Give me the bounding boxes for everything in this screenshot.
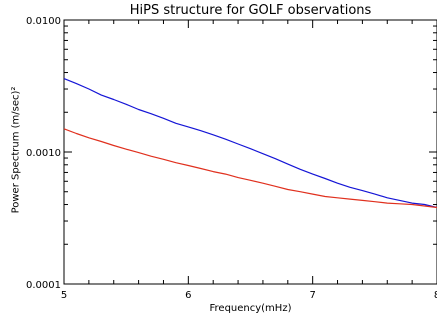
y-tick-label: 0.0001 [26,280,61,291]
x-tick-label: 7 [309,290,315,301]
x-tick-label: 8 [434,290,437,301]
x-tick-label: 5 [61,290,67,301]
x-axis-label: Frequency(mHz) [209,303,292,314]
plot-frame [63,19,437,285]
y-axis-label: Power Spectrum (m/sec)² [10,86,22,214]
x-tick-label: 6 [185,290,191,301]
chart-title: HiPS structure for GOLF observations [129,3,372,18]
blue-series-line [63,78,437,209]
y-tick-label: 0.0010 [26,148,61,159]
axis-ticks: 5 6 7 8 0.0001 0.0010 0.0100 [26,16,437,301]
series-lines [63,78,437,209]
y-tick-label: 0.0100 [26,16,61,27]
red-series-line [63,128,437,209]
